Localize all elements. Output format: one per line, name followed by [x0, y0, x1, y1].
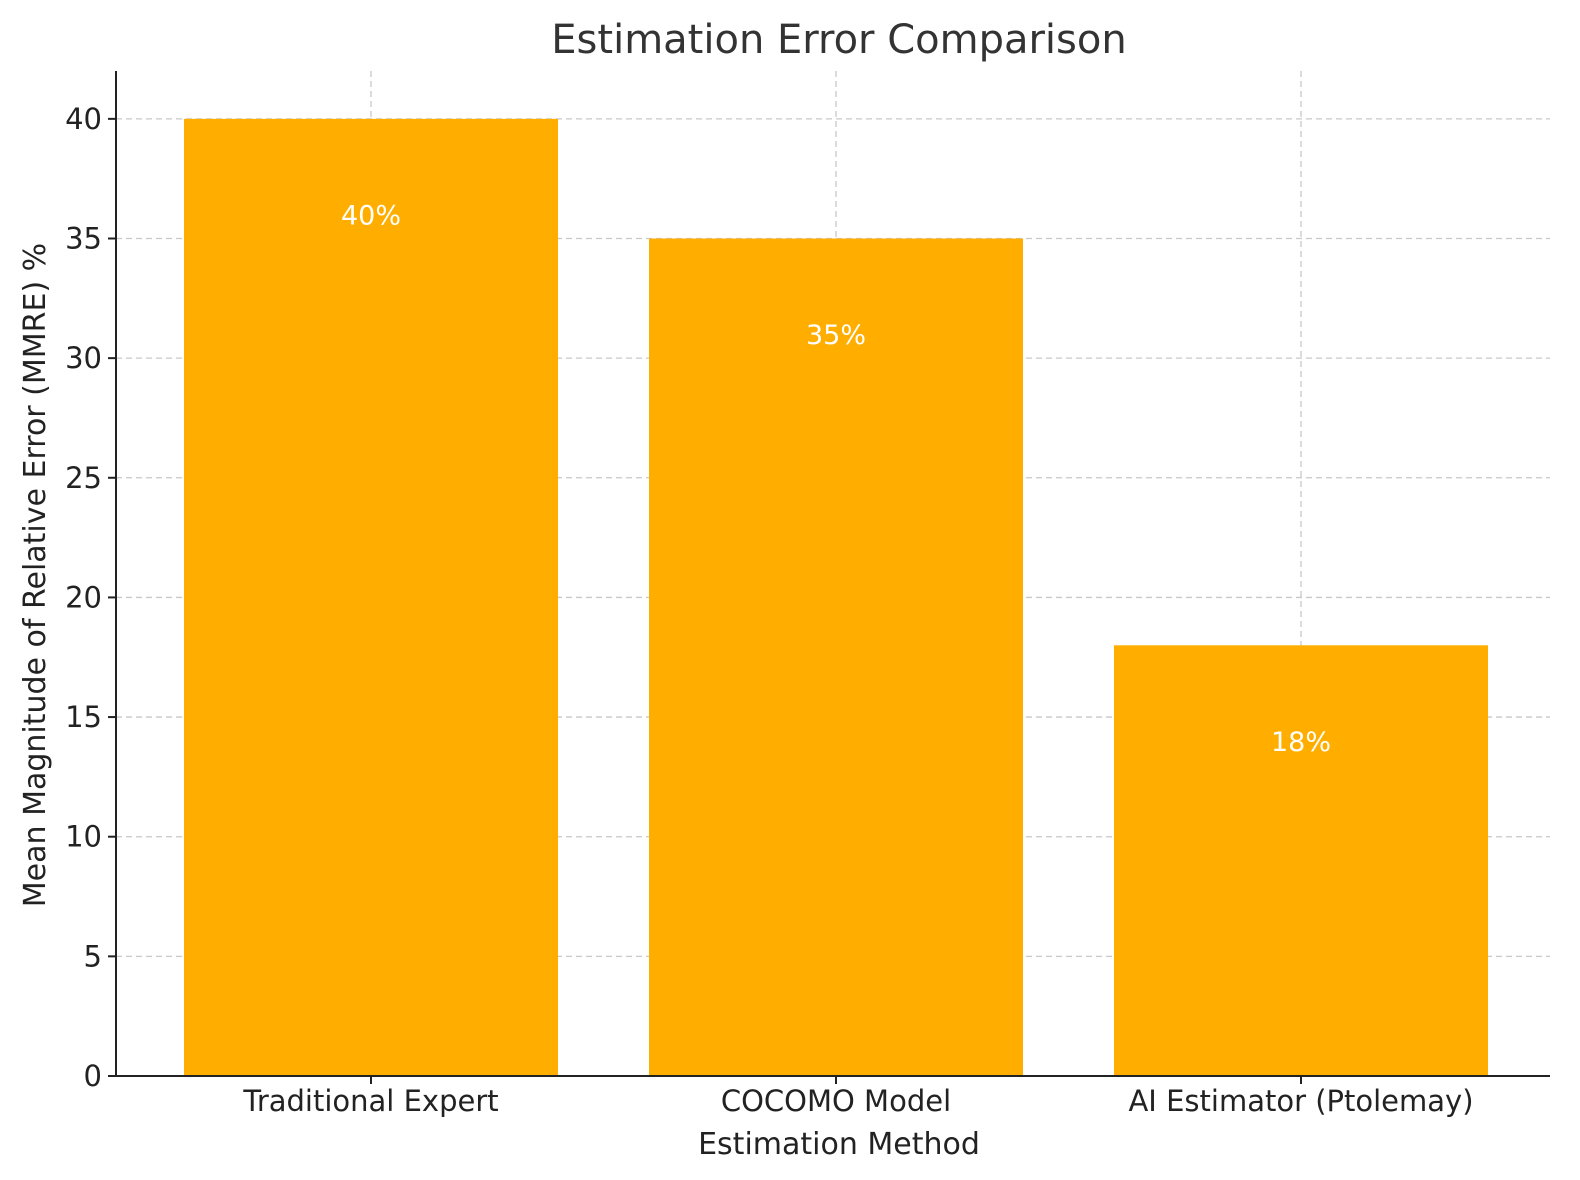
axes: 0 5 10 15 20 25 30 35 40 Traditional Expert COCOMO… [65, 71, 1550, 1118]
y-tick-label-6: 30 [65, 341, 102, 375]
bar-value-label-1: 35% [806, 320, 866, 351]
x-tick-label-0: Traditional Expert [242, 1084, 498, 1118]
bars: 40% 35% 18% [184, 118, 1488, 1077]
bar-0 [184, 118, 558, 1077]
y-axis-label: Mean Magnitude of Relative Error (MMRE) … [18, 243, 53, 907]
bar-1 [649, 238, 1023, 1076]
chart-title: Estimation Error Comparison [551, 17, 1126, 63]
y-tick-label-0: 0 [84, 1059, 102, 1093]
y-tick-label-7: 35 [65, 222, 102, 256]
bar-value-label-0: 40% [341, 201, 401, 232]
y-tick-label-5: 25 [65, 461, 102, 495]
y-tick-label-8: 40 [65, 102, 102, 136]
x-tick-label-2: AI Estimator (Ptolemay) [1128, 1084, 1473, 1118]
bar-value-label-2: 18% [1271, 727, 1331, 758]
bar-2 [1114, 645, 1488, 1076]
x-axis-label: Estimation Method [698, 1127, 980, 1162]
y-tick-label-3: 15 [65, 700, 102, 734]
y-tick-label-4: 20 [65, 580, 102, 614]
x-tick-label-1: COCOMO Model [721, 1084, 951, 1118]
y-tick-label-2: 10 [65, 820, 102, 854]
y-tick-label-1: 5 [84, 939, 102, 973]
